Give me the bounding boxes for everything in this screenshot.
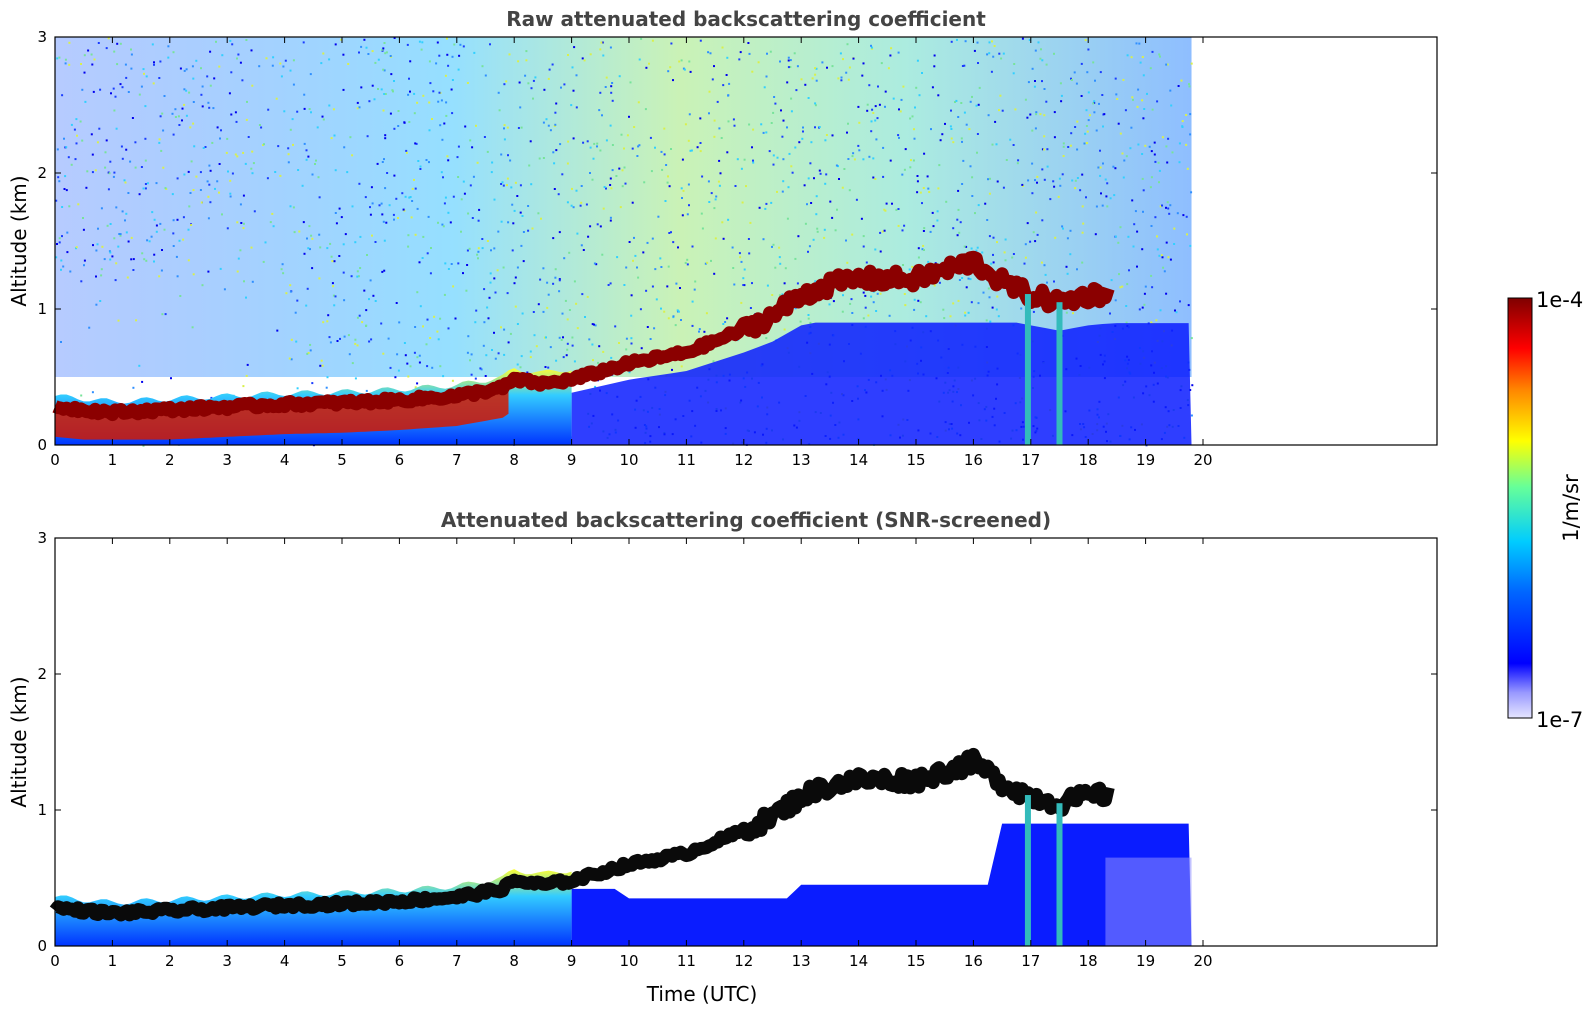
y-tick-label: 1 — [37, 300, 47, 318]
x-tick-label: 12 — [734, 952, 753, 970]
panel-raw-frame — [54, 36, 1438, 446]
colorbar-unit-label: 1/m/sr — [1559, 474, 1583, 542]
panel-screened-x-label: Time (UTC) — [646, 982, 758, 1006]
y-tick-label: 3 — [37, 28, 47, 46]
x-tick-label: 11 — [677, 451, 696, 469]
x-tick-label: 1 — [108, 952, 118, 970]
panel-screened: Attenuated backscattering coefficient (S… — [7, 508, 1438, 1006]
x-tick-label: 11 — [677, 952, 696, 970]
x-tick-label: 9 — [567, 952, 577, 970]
panel-screened-x-axis: 0 1 2 3 4 5 6 7 8 9 10 11 12 13 14 15 16 17 18 19 20 — [50, 538, 1213, 970]
screened-light-patch — [1105, 857, 1192, 946]
x-tick-label: 16 — [964, 451, 983, 469]
x-tick-label: 14 — [849, 451, 868, 469]
screened-low-region — [571, 823, 1192, 946]
cloud-layer-trace — [51, 250, 1115, 422]
panel-raw-plot-area — [51, 37, 1194, 447]
x-tick-label: 8 — [509, 451, 519, 469]
panel-screened-y-axis: 0 1 2 3 — [37, 529, 1437, 955]
cloud-layer-trace — [49, 747, 1115, 922]
x-tick-label: 7 — [452, 952, 462, 970]
precip-streak — [1024, 795, 1031, 946]
x-tick-label: 0 — [50, 451, 60, 469]
x-tick-label: 15 — [906, 952, 925, 970]
x-tick-label: 3 — [222, 451, 232, 469]
x-tick-label: 18 — [1079, 952, 1098, 970]
x-tick-label: 10 — [619, 952, 638, 970]
x-tick-label: 13 — [792, 952, 811, 970]
precip-streak — [1056, 803, 1063, 946]
precip-streak — [1056, 302, 1063, 445]
x-tick-label: 3 — [222, 952, 232, 970]
panel-screened-plot-area — [49, 747, 1192, 946]
y-tick-label: 1 — [37, 801, 47, 819]
panel-raw-y-label: Altitude (km) — [7, 175, 31, 306]
panel-screened-title: Attenuated backscattering coefficient (S… — [441, 508, 1051, 532]
x-tick-label: 6 — [395, 451, 405, 469]
x-tick-label: 9 — [567, 451, 577, 469]
x-tick-label: 14 — [849, 952, 868, 970]
x-tick-label: 15 — [906, 451, 925, 469]
y-tick-label: 2 — [37, 164, 47, 182]
x-tick-label: 19 — [1136, 451, 1155, 469]
panel-screened-frame — [54, 537, 1438, 947]
x-tick-label: 19 — [1136, 952, 1155, 970]
x-tick-label: 8 — [509, 952, 519, 970]
x-tick-label: 1 — [108, 451, 118, 469]
x-tick-label: 0 — [50, 952, 60, 970]
x-tick-label: 2 — [165, 952, 175, 970]
x-tick-label: 12 — [734, 451, 753, 469]
x-tick-label: 18 — [1079, 451, 1098, 469]
x-tick-label: 6 — [395, 952, 405, 970]
y-tick-label: 3 — [37, 529, 47, 547]
aerosol-band — [55, 386, 509, 440]
noise-field — [55, 37, 1192, 377]
x-tick-label: 7 — [452, 451, 462, 469]
colorbar-max-label: 1e-4 — [1536, 288, 1583, 312]
colorbar: 1e-4 1e-7 1/m/sr — [1507, 288, 1583, 732]
panel-raw-x-axis: 0 1 2 3 4 5 6 7 8 9 10 11 12 13 14 15 16 17 18 19 20 — [50, 37, 1213, 469]
x-tick-label: 5 — [337, 451, 347, 469]
x-tick-label: 5 — [337, 952, 347, 970]
y-tick-label: 0 — [37, 436, 47, 454]
x-tick-label: 16 — [964, 952, 983, 970]
colorbar-min-label: 1e-7 — [1536, 708, 1583, 732]
x-tick-label: 17 — [1021, 952, 1040, 970]
panel-raw-title: Raw attenuated backscattering coefficien… — [506, 7, 986, 31]
x-tick-label: 4 — [280, 952, 290, 970]
x-tick-label: 2 — [165, 451, 175, 469]
x-tick-label: 4 — [280, 451, 290, 469]
low-noise-region — [571, 322, 1192, 445]
y-tick-label: 0 — [37, 937, 47, 955]
x-tick-label: 13 — [792, 451, 811, 469]
colorbar-gradient — [1507, 297, 1533, 719]
panel-raw-y-axis: 0 1 2 3 — [37, 28, 1437, 454]
panel-raw: Raw attenuated backscattering coefficien… — [7, 7, 1438, 469]
x-tick-label: 20 — [1193, 952, 1212, 970]
panel-screened-y-label: Altitude (km) — [7, 676, 31, 807]
y-tick-label: 2 — [37, 665, 47, 683]
x-tick-label: 20 — [1193, 451, 1212, 469]
x-tick-label: 17 — [1021, 451, 1040, 469]
precip-streak — [1024, 294, 1031, 445]
x-tick-label: 10 — [619, 451, 638, 469]
